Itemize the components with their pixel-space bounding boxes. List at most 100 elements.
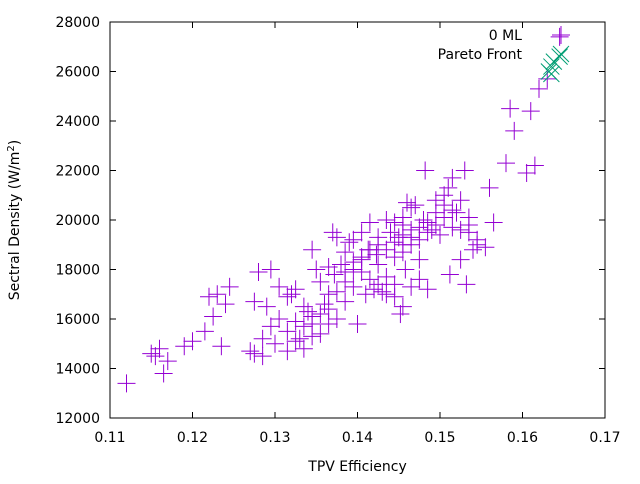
data-point-0ml <box>443 168 462 187</box>
data-point-0ml <box>360 240 379 259</box>
data-point-0ml <box>398 193 416 212</box>
data-point-0ml <box>360 270 379 289</box>
data-point-0ml <box>393 235 412 254</box>
data-point-0ml <box>447 203 466 222</box>
data-point-0ml <box>352 223 371 242</box>
data-point-0ml <box>327 310 346 328</box>
data-point-0ml <box>360 213 379 232</box>
y-tick-label: 16000 <box>55 312 100 328</box>
data-point-0ml <box>369 275 388 294</box>
data-point-0ml <box>278 342 297 361</box>
data-point-0ml <box>146 347 165 366</box>
data-point-0ml <box>455 161 474 180</box>
data-point-0ml <box>315 295 334 314</box>
y-tick-label: 28000 <box>55 15 100 31</box>
x-axis-label: TPV Efficiency <box>307 459 406 475</box>
data-point-0ml <box>451 191 470 210</box>
data-point-0ml <box>385 213 404 232</box>
data-point-0ml <box>200 287 218 306</box>
data-point-0ml <box>464 240 482 259</box>
data-point-0ml <box>505 121 524 140</box>
data-point-0ml <box>365 280 383 299</box>
data-point-0ml <box>393 208 412 227</box>
x-tick-label: 0.17 <box>589 430 620 446</box>
data-point-0ml <box>344 253 363 272</box>
data-point-0ml <box>416 161 435 180</box>
data-point-0ml <box>418 280 437 299</box>
y-axis-label-sup: 2 <box>6 145 17 151</box>
data-point-0ml <box>459 208 478 227</box>
data-point-0ml <box>332 255 350 274</box>
data-point-0ml <box>402 277 421 296</box>
data-point-0ml <box>476 238 495 257</box>
data-point-0ml <box>336 243 355 262</box>
data-point-0ml <box>278 287 297 306</box>
data-point-0ml <box>261 317 280 336</box>
data-point-0ml <box>299 302 317 321</box>
data-point-0ml <box>303 240 322 259</box>
data-point-0ml <box>311 324 330 343</box>
data-point-0ml <box>414 211 433 229</box>
data-point-0ml <box>117 374 136 393</box>
y-tick-label: 22000 <box>55 164 100 180</box>
data-point-0ml <box>451 250 470 269</box>
data-point-0ml <box>278 322 297 341</box>
data-point-0ml <box>501 99 520 118</box>
data-point-0ml <box>385 233 404 252</box>
legend-label: 0 ML <box>489 28 522 44</box>
x-tick-label: 0.14 <box>342 430 373 446</box>
y-axis-label: Sectral Density (W/m2) <box>6 140 24 301</box>
data-point-0ml <box>410 270 429 289</box>
data-point-0ml <box>426 191 445 210</box>
data-point-0ml <box>212 337 231 356</box>
data-point-0ml <box>348 314 367 333</box>
data-point-0ml <box>497 154 515 173</box>
data-point-0ml <box>266 334 284 353</box>
data-point-0ml <box>286 312 305 331</box>
data-point-0ml <box>410 230 429 249</box>
data-point-0ml <box>435 186 454 205</box>
data-point-0ml <box>402 198 421 217</box>
data-point-0ml <box>393 297 412 316</box>
data-point-0ml <box>257 297 276 316</box>
data-point-0ml <box>385 287 404 306</box>
data-point-0ml <box>530 79 548 98</box>
data-point-0ml <box>418 213 437 232</box>
data-point-0ml <box>381 223 400 242</box>
data-point-0ml <box>311 305 330 324</box>
data-point-0ml <box>402 228 421 247</box>
data-point-0ml <box>150 339 169 358</box>
data-point-0ml <box>261 260 280 279</box>
data-point-0ml <box>208 285 227 304</box>
data-point-0ml <box>195 322 214 341</box>
data-point-0ml <box>344 277 363 296</box>
plot-frame <box>109 21 606 419</box>
data-point-0ml <box>396 260 415 279</box>
data-point-0ml <box>183 332 202 351</box>
data-point-0ml <box>457 275 476 294</box>
data-point-0ml <box>253 329 272 348</box>
data-point-0ml <box>286 280 305 299</box>
data-point-0ml <box>426 215 445 234</box>
data-point-0ml <box>270 310 289 328</box>
data-point-0ml <box>319 285 338 304</box>
data-point-0ml <box>286 332 305 351</box>
y-tick-label: 14000 <box>55 362 100 378</box>
data-point-0ml <box>294 339 313 358</box>
legend-marker <box>552 26 570 44</box>
data-point-0ml <box>158 352 177 371</box>
axis-ticks: 0.11 0.12 0.13 0.14 0.15 0.16 0.17 12000 14000 16… <box>55 15 620 446</box>
data-point-0ml <box>249 262 268 281</box>
data-point-0ml <box>373 282 392 301</box>
data-point-0ml <box>282 285 301 304</box>
legend-marker <box>552 45 570 63</box>
data-point-0ml <box>327 228 346 247</box>
data-point-pareto <box>540 63 558 80</box>
data-point-0ml <box>367 245 386 264</box>
data-point-0ml <box>340 233 359 252</box>
data-point-0ml <box>550 27 569 46</box>
data-point-0ml <box>319 258 338 277</box>
y-tick-label: 26000 <box>55 65 100 81</box>
data-point-0ml <box>294 297 313 316</box>
